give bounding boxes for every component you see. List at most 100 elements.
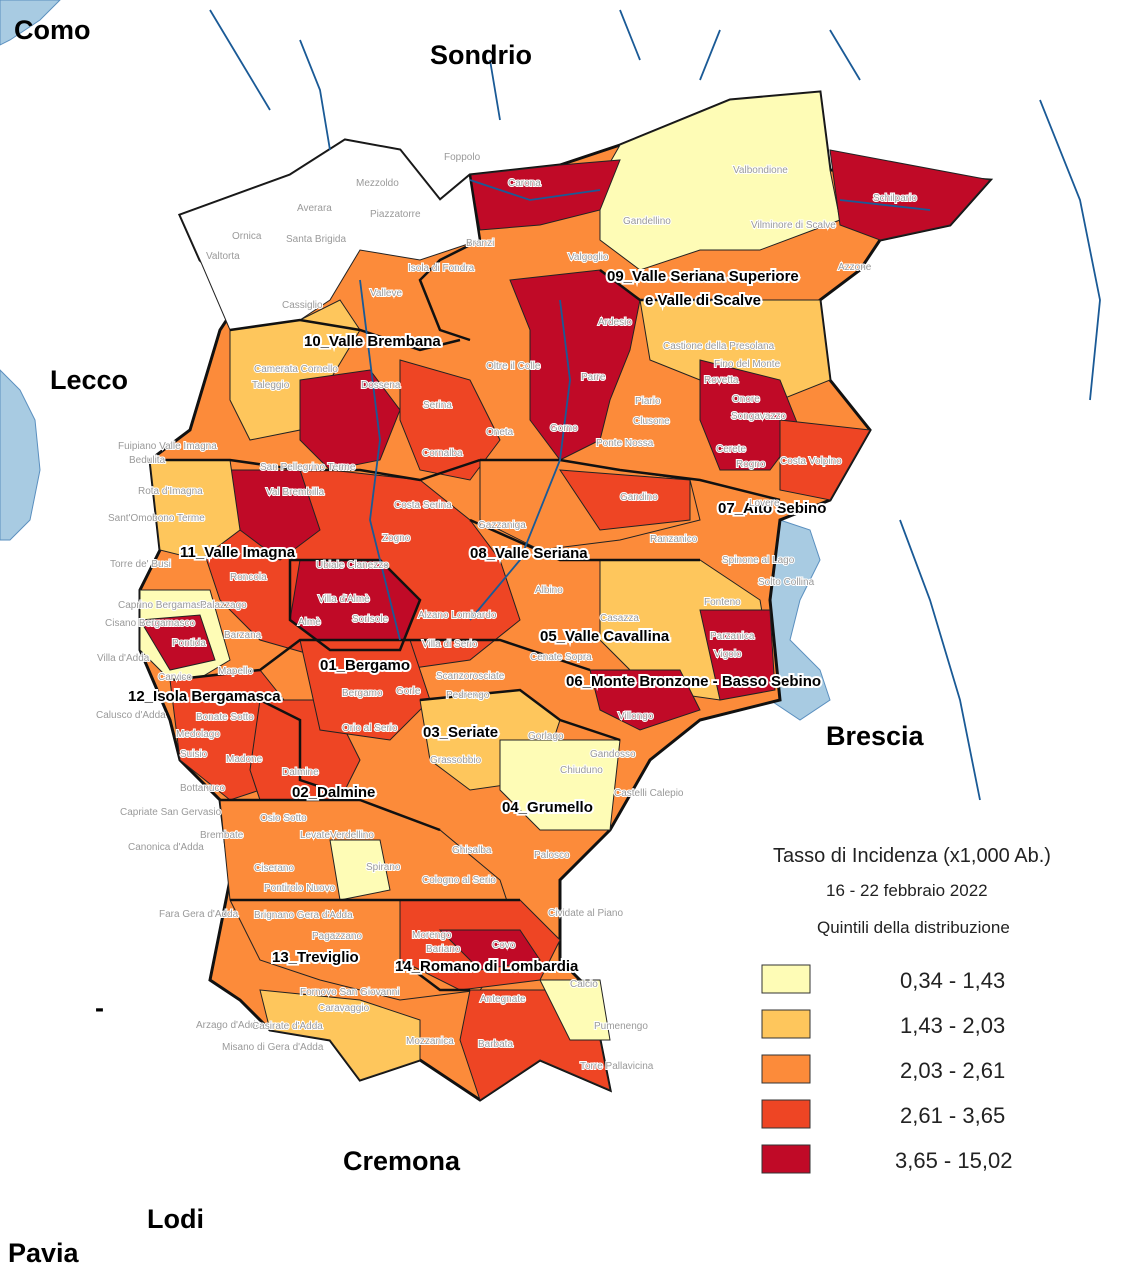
- district-label-01: 01_Bergamo: [320, 657, 410, 674]
- muni-label: Oneta: [486, 427, 514, 438]
- muni-label: Bottanuco: [180, 783, 225, 794]
- muni-label: Pontirolo Nuovo: [264, 883, 336, 894]
- muni-label: Castione della Presolana: [663, 341, 775, 352]
- lake-como: [0, 0, 61, 46]
- district-label-12: 12_Isola Bergamasca: [128, 688, 281, 705]
- province-label-brescia: Brescia: [826, 721, 925, 751]
- rivers: [209, 9, 1101, 801]
- muni-label: Scanzorosciate: [436, 671, 505, 682]
- muni-label: Averara: [297, 203, 332, 214]
- stray-mark: -: [95, 993, 104, 1023]
- muni-label: Palazzago: [200, 600, 247, 611]
- muni-label: Piario: [635, 396, 661, 407]
- muni-label: Bedulita: [129, 455, 166, 466]
- legend-swatch-3: [761, 1054, 811, 1084]
- muni-label: Ornica: [232, 231, 262, 242]
- muni-label: Gandellino: [623, 216, 671, 227]
- district-label-09b: e Valle di Scalve: [645, 292, 761, 309]
- district-label-11: 11_Valle Imagna: [180, 544, 296, 561]
- muni-label: Gazzaniga: [478, 520, 526, 531]
- muni-label: Barzana: [224, 630, 262, 641]
- legend: Tasso di Incidenza (x1,000 Ab.) 16 - 22 …: [761, 845, 1051, 1174]
- province-label-cremona: Cremona: [343, 1146, 461, 1176]
- muni-label: Santa Brigida: [286, 234, 346, 245]
- muni-label: Madone: [226, 754, 263, 765]
- muni-label: Gorno: [550, 423, 578, 434]
- muni-label: San Pellegrino Terme: [260, 462, 356, 473]
- legend-range-4: 2,61 - 3,65: [900, 1103, 1005, 1128]
- muni-label: Pontida: [172, 638, 206, 649]
- muni-label: Cisano Bergamasco: [105, 618, 195, 629]
- muni-label: Cerete: [716, 444, 746, 455]
- muni-label: Alzano Lombardo: [418, 610, 497, 621]
- muni-label: Isola di Fondra: [408, 263, 475, 274]
- muni-label: Gandosso: [590, 749, 636, 760]
- muni-label: Sorisole: [352, 614, 389, 625]
- muni-label: Parre: [581, 372, 606, 383]
- muni-label: Misano di Gera d'Adda: [222, 1042, 324, 1053]
- muni-label: Mapello: [218, 666, 253, 677]
- muni-label: Chiuduno: [560, 765, 603, 776]
- district-label-09: 09_Valle Seriana Superiore: [607, 268, 799, 285]
- muni-label: Ranzanico: [650, 534, 698, 545]
- muni-label: Brignano Gera d'Adda: [254, 910, 353, 921]
- district-label-03: 03_Seriate: [423, 724, 498, 741]
- muni-label: Levate: [300, 830, 330, 841]
- muni-label: Oltre il Colle: [486, 361, 541, 372]
- legend-swatch-5: [761, 1144, 811, 1174]
- district-label-13: 13_Treviglio: [272, 949, 359, 966]
- muni-label: Costa Serina: [394, 500, 452, 511]
- lake-lecco: [0, 369, 41, 541]
- muni-label: Pagazzano: [312, 931, 362, 942]
- muni-label: Calcio: [570, 979, 598, 990]
- district-label-14: 14_Romano di Lombardia: [395, 958, 579, 975]
- province-label-lodi: Lodi: [147, 1204, 204, 1234]
- muni-label: Fornovo San Giovanni: [300, 987, 400, 998]
- muni-label: Fonteno: [704, 597, 741, 608]
- legend-subtitle: Quintili della distribuzione: [817, 918, 1010, 937]
- muni-label: Gorle: [396, 686, 421, 697]
- muni-label: Castelli Calepio: [614, 788, 684, 799]
- muni-label: Medolago: [176, 729, 220, 740]
- district-label-02: 02_Dalmine: [292, 784, 375, 801]
- legend-swatch-1: [761, 964, 811, 994]
- district-label-06: 06_Monte Bronzone - Basso Sebino: [566, 673, 821, 690]
- muni-label: Grassobbio: [430, 755, 482, 766]
- muni-label: Villa di Serio: [422, 639, 478, 650]
- muni-label: Ardesio: [598, 317, 632, 328]
- legend-period: 16 - 22 febbraio 2022: [826, 881, 988, 900]
- muni-label: Rovetta: [704, 375, 739, 386]
- muni-label: Ponte Nossa: [596, 438, 654, 449]
- muni-label: Arzago d'Adda: [196, 1020, 262, 1031]
- muni-label: Dalmine: [282, 767, 319, 778]
- muni-label: Orio al Serio: [342, 723, 398, 734]
- muni-label: Spirano: [366, 862, 401, 873]
- muni-label: Osio Sotto: [260, 813, 307, 824]
- muni-label: Solto Collina: [758, 577, 815, 588]
- muni-label: Cologno al Serio: [422, 875, 496, 886]
- muni-label: Palosco: [534, 850, 570, 861]
- muni-label: Val Brembilla: [266, 487, 325, 498]
- muni-label: Parzanica: [710, 631, 755, 642]
- muni-label: Capriate San Gervasio: [120, 807, 222, 818]
- muni-label: Valtorta: [206, 251, 240, 262]
- muni-label: Clusone: [633, 416, 670, 427]
- muni-label: Villa d'Almè: [318, 594, 370, 605]
- muni-label: Mezzoldo: [356, 178, 399, 189]
- muni-label: Verdellino: [330, 830, 374, 841]
- lakes: [0, 0, 831, 721]
- legend-swatch-2: [761, 1009, 811, 1039]
- muni-label: Piazzatorre: [370, 209, 421, 220]
- muni-label: Valleve: [370, 288, 402, 299]
- muni-label: Calusco d'Adda: [96, 710, 166, 721]
- muni-label: Dossena: [361, 380, 401, 391]
- muni-label: Carona: [508, 178, 541, 189]
- muni-label: Vigolo: [714, 649, 742, 660]
- muni-label: Zogno: [382, 533, 411, 544]
- province-label-sondrio: Sondrio: [430, 40, 532, 70]
- muni-label: Foppolo: [444, 152, 481, 163]
- muni-label: Carvico: [158, 672, 192, 683]
- muni-label: Serina: [423, 400, 452, 411]
- muni-label: Almè: [298, 617, 321, 628]
